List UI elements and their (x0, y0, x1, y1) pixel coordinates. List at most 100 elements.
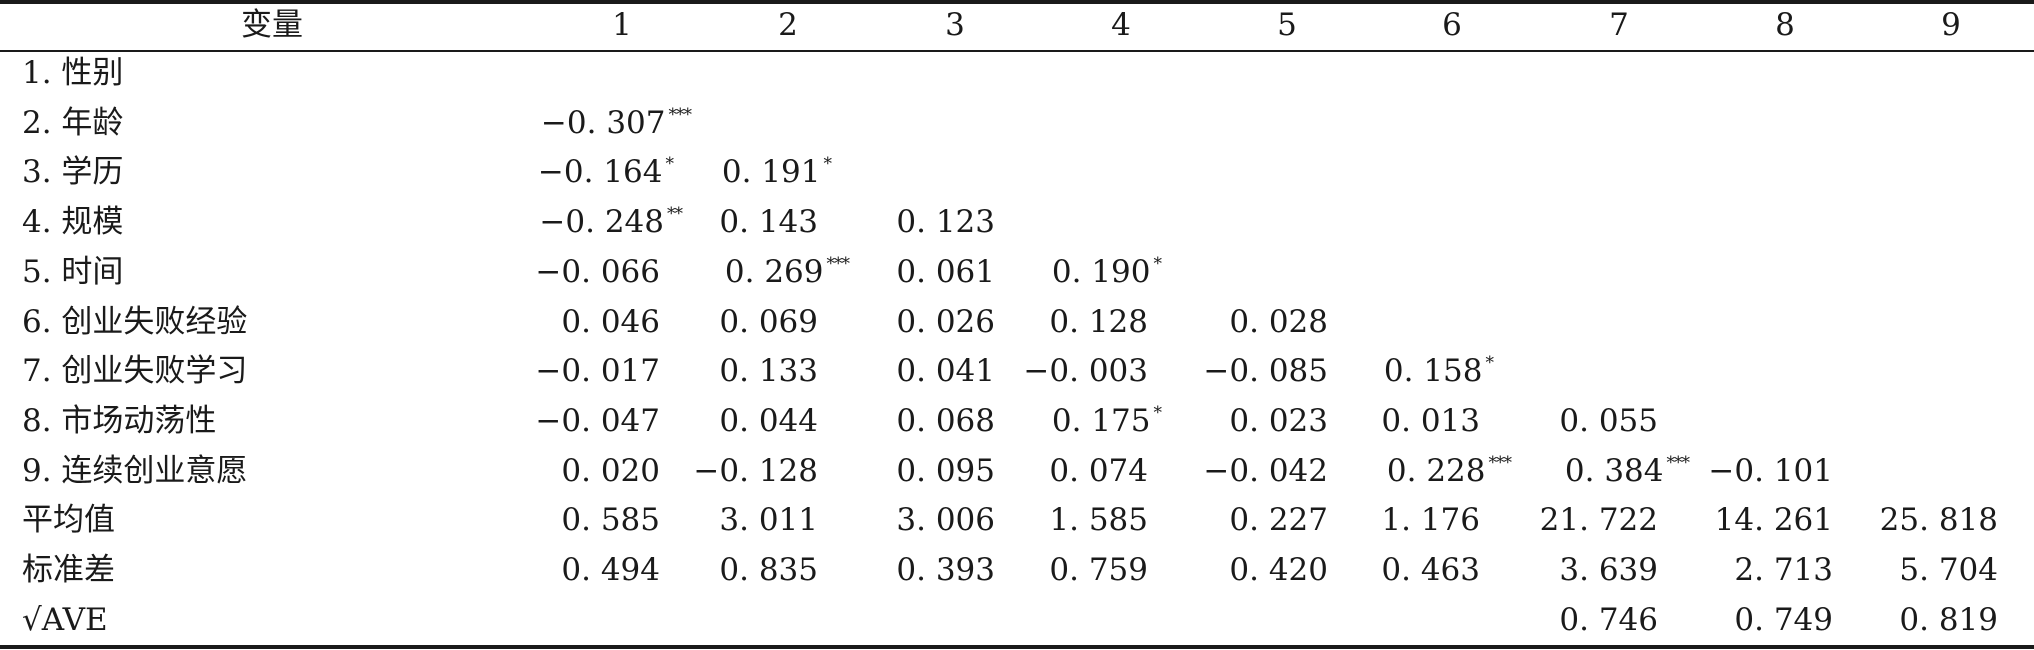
table-cell: 1. 585 (888, 505, 1148, 536)
table-cell: 14. 261 (1573, 505, 1833, 536)
header-col-2: 2 (778, 7, 798, 43)
table-cell: −0. 047 (400, 406, 660, 437)
table-cell: 0. 420 (1068, 555, 1328, 586)
cell-value: −0. 248 (539, 204, 664, 240)
header-variable: 变量 (241, 7, 303, 43)
table-cell: −0. 042 (1068, 456, 1328, 487)
header-col-9: 9 (1941, 7, 1961, 43)
table-cell: −0. 307 *** (431, 105, 692, 144)
cell-value: −0. 066 (535, 254, 660, 290)
cell-value: 0. 013 (1381, 403, 1480, 439)
row-label: 1. 性别 (22, 55, 124, 91)
top-rule (0, 0, 2034, 4)
row-label: √AVE (22, 602, 108, 638)
table-cell: −0. 003 (888, 356, 1148, 387)
table-cell: 3. 006 (735, 505, 995, 536)
table-cell: 0. 069 (558, 307, 818, 338)
significance-marker: ** (667, 204, 683, 224)
cell-value: 1. 176 (1381, 502, 1480, 538)
cell-value: 0. 191 (721, 154, 821, 190)
table-cell: 21. 722 (1398, 505, 1658, 536)
significance-marker: * (1153, 254, 1162, 274)
table-cell: 0. 384 *** (1429, 453, 1690, 492)
cell-value: 0. 074 (1049, 453, 1148, 489)
cell-value: 14. 261 (1714, 502, 1833, 538)
cell-value: 0. 384 (1564, 453, 1664, 489)
cell-value: 0. 068 (896, 403, 995, 439)
table-cell: 5. 704 (1738, 555, 1998, 586)
table-cell: 0. 463 (1220, 555, 1480, 586)
table-cell: 0. 835 (558, 555, 818, 586)
table-cell: 0. 227 (1068, 505, 1328, 536)
table-cell: 0. 749 (1573, 605, 1833, 636)
cell-value: 0. 026 (896, 304, 995, 340)
cell-value: 0. 158 (1383, 353, 1483, 389)
table-cell: 0. 023 (1068, 406, 1328, 437)
table-cell: 0. 228 *** (1251, 453, 1512, 492)
cell-value: −0. 047 (535, 403, 660, 439)
table-cell: 0. 013 (1220, 406, 1480, 437)
cell-value: 3. 639 (1559, 552, 1658, 588)
cell-value: 0. 746 (1559, 602, 1658, 638)
cell-value: 21. 722 (1539, 502, 1658, 538)
table-cell: 25. 818 (1738, 505, 1998, 536)
header-col-1: 1 (612, 7, 632, 43)
cell-value: 0. 420 (1229, 552, 1328, 588)
header-col-7: 7 (1609, 7, 1629, 43)
cell-value: 25. 818 (1879, 502, 1998, 538)
cell-value: 0. 228 (1386, 453, 1486, 489)
table-cell: 3. 011 (558, 505, 818, 536)
cell-value: −0. 307 (540, 105, 666, 141)
cell-value: 0. 128 (1049, 304, 1148, 340)
table-cell: 0. 074 (888, 456, 1148, 487)
row-label: 8. 市场动荡性 (22, 403, 217, 439)
cell-value: −0. 128 (693, 453, 818, 489)
table-cell: 0. 020 (400, 456, 660, 487)
row-label: 9. 连续创业意愿 (22, 453, 248, 489)
table-cell: −0. 066 (400, 257, 660, 288)
table-cell: 0. 746 (1398, 605, 1658, 636)
cell-value: 0. 133 (719, 353, 818, 389)
table-cell: 0. 190 * (901, 254, 1162, 293)
cell-value: 0. 123 (896, 204, 995, 240)
cell-value: −0. 164 (537, 154, 663, 190)
cell-value: 1. 585 (1049, 502, 1148, 538)
table-cell: 0. 055 (1398, 406, 1658, 437)
row-label: 6. 创业失败经验 (22, 304, 248, 340)
cell-value: −0. 042 (1203, 453, 1328, 489)
table-cell: 0. 128 (888, 307, 1148, 338)
cell-value: 0. 835 (719, 552, 818, 588)
table-cell: 0. 046 (400, 307, 660, 338)
cell-value: 0. 095 (896, 453, 995, 489)
header-col-6: 6 (1442, 7, 1462, 43)
cell-value: 0. 175 (1051, 403, 1151, 439)
cell-value: 3. 011 (719, 502, 818, 538)
table-cell: 0. 494 (400, 555, 660, 586)
table-cell: 0. 585 (400, 505, 660, 536)
table-cell: 0. 095 (735, 456, 995, 487)
table-cell: 0. 041 (735, 356, 995, 387)
table-cell: 0. 143 (558, 207, 818, 238)
table-cell: 0. 175 * (901, 403, 1162, 442)
table-cell: −0. 248 ** (422, 204, 683, 243)
significance-marker: * (1153, 403, 1162, 423)
cell-value: 0. 020 (561, 453, 660, 489)
header-rule (0, 50, 2034, 52)
row-label: 3. 学历 (22, 154, 124, 190)
table-cell: 0. 269 *** (589, 254, 850, 293)
table-cell: −0. 101 (1573, 456, 1833, 487)
cell-value: 0. 041 (896, 353, 995, 389)
table-cell: 3. 639 (1398, 555, 1658, 586)
bottom-rule (0, 645, 2034, 649)
cell-value: 0. 494 (561, 552, 660, 588)
significance-marker: * (1485, 353, 1494, 373)
significance-marker: *** (1488, 453, 1512, 473)
cell-value: 0. 143 (719, 204, 818, 240)
significance-marker: * (823, 154, 832, 174)
cell-value: 2. 713 (1734, 552, 1833, 588)
cell-value: 0. 819 (1899, 602, 1998, 638)
row-label: 4. 规模 (22, 204, 124, 240)
table-cell: 0. 819 (1738, 605, 1998, 636)
cell-value: 0. 269 (724, 254, 824, 290)
header-col-3: 3 (945, 7, 965, 43)
